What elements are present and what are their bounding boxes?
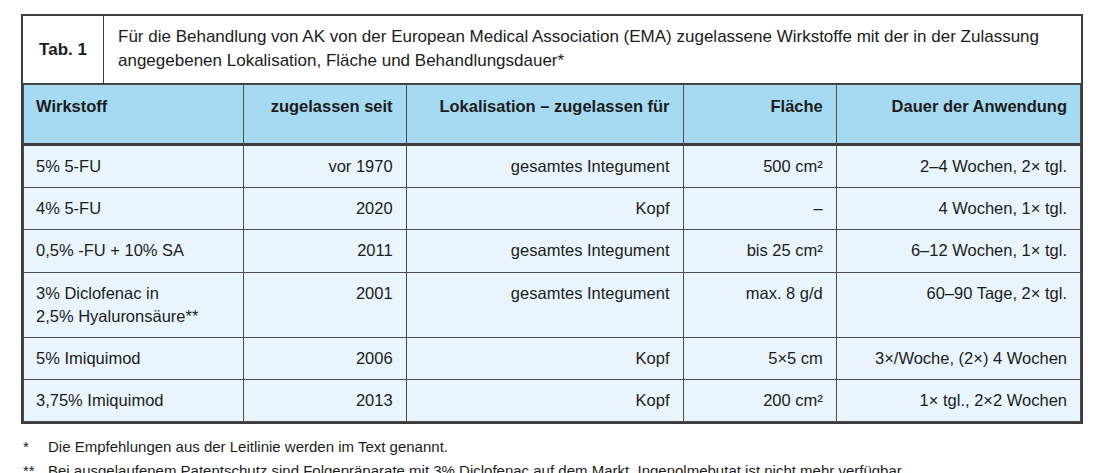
substances-table: Wirkstoff zugelassen seit Lokalisation –… — [23, 84, 1081, 422]
column-header-wirkstoff: Wirkstoff — [24, 85, 244, 145]
footnote-marker: * — [23, 435, 48, 459]
footnote: ** Bei ausgelaufenem Patentschutz sind F… — [23, 459, 1083, 473]
footnote-text: Bei ausgelaufenem Patentschutz sind Folg… — [48, 459, 1083, 473]
table-row: 3,75% Imiquimod 2013 Kopf 200 cm² 1× tgl… — [24, 379, 1081, 421]
cell-flaeche: max. 8 g/d — [683, 272, 836, 337]
cell-zugelassen-seit: 2006 — [243, 337, 406, 379]
cell-zugelassen-seit: 2020 — [243, 188, 406, 230]
table-row: 3% Diclofenac in 2,5% Hyaluronsäure** 20… — [24, 272, 1081, 337]
cell-flaeche: 5×5 cm — [683, 337, 836, 379]
cell-zugelassen-seit: 2001 — [243, 272, 406, 337]
table-row: 0,5% -FU + 10% SA 2011 gesamtes Integume… — [24, 230, 1081, 272]
cell-flaeche: 500 cm² — [683, 145, 836, 188]
column-header-dauer: Dauer der Anwendung — [836, 85, 1080, 145]
table-header-row: Wirkstoff zugelassen seit Lokalisation –… — [24, 85, 1081, 145]
page: Tab. 1 Für die Behandlung von AK von der… — [0, 0, 1100, 473]
cell-zugelassen-seit: 2013 — [243, 379, 406, 421]
cell-wirkstoff: 3% Diclofenac in 2,5% Hyaluronsäure** — [24, 272, 244, 337]
footnote-marker: ** — [23, 459, 48, 473]
cell-wirkstoff: 5% Imiquimod — [24, 337, 244, 379]
cell-dauer: 60–90 Tage, 2× tgl. — [836, 272, 1080, 337]
cell-lokalisation: gesamtes Integument — [406, 230, 683, 272]
cell-dauer: 2–4 Wochen, 2× tgl. — [836, 145, 1080, 188]
cell-dauer: 3×/Woche, (2×) 4 Wochen — [836, 337, 1080, 379]
cell-zugelassen-seit: vor 1970 — [243, 145, 406, 188]
cell-wirkstoff: 0,5% -FU + 10% SA — [24, 230, 244, 272]
column-header-zugelassen-seit: zugelassen seit — [243, 85, 406, 145]
cell-lokalisation: gesamtes Integument — [406, 272, 683, 337]
table-caption: Tab. 1 Für die Behandlung von AK von der… — [23, 16, 1081, 84]
footnotes: * Die Empfehlungen aus der Leitlinie wer… — [23, 435, 1083, 473]
table-number-label: Tab. 1 — [23, 16, 104, 83]
cell-flaeche: 200 cm² — [683, 379, 836, 421]
cell-lokalisation: Kopf — [406, 379, 683, 421]
table-box: Tab. 1 Für die Behandlung von AK von der… — [21, 14, 1083, 424]
cell-dauer: 6–12 Wochen, 1× tgl. — [836, 230, 1080, 272]
cell-wirkstoff: 4% 5-FU — [24, 188, 244, 230]
column-header-lokalisation: Lokalisation – zugelassen für — [406, 85, 683, 145]
cell-zugelassen-seit: 2011 — [243, 230, 406, 272]
cell-lokalisation: Kopf — [406, 188, 683, 230]
table-title: Für die Behandlung von AK von der Europe… — [104, 16, 1081, 83]
table-row: 5% 5-FU vor 1970 gesamtes Integument 500… — [24, 145, 1081, 188]
cell-dauer: 1× tgl., 2×2 Wochen — [836, 379, 1080, 421]
table-row: 4% 5-FU 2020 Kopf – 4 Wochen, 1× tgl. — [24, 188, 1081, 230]
footnote: * Die Empfehlungen aus der Leitlinie wer… — [23, 435, 1083, 459]
cell-dauer: 4 Wochen, 1× tgl. — [836, 188, 1080, 230]
table-row: 5% Imiquimod 2006 Kopf 5×5 cm 3×/Woche, … — [24, 337, 1081, 379]
cell-wirkstoff: 5% 5-FU — [24, 145, 244, 188]
cell-flaeche: bis 25 cm² — [683, 230, 836, 272]
column-header-flaeche: Fläche — [683, 85, 836, 145]
cell-lokalisation: gesamtes Integument — [406, 145, 683, 188]
footnote-text: Die Empfehlungen aus der Leitlinie werde… — [48, 435, 1083, 459]
cell-flaeche: – — [683, 188, 836, 230]
cell-lokalisation: Kopf — [406, 337, 683, 379]
cell-wirkstoff: 3,75% Imiquimod — [24, 379, 244, 421]
